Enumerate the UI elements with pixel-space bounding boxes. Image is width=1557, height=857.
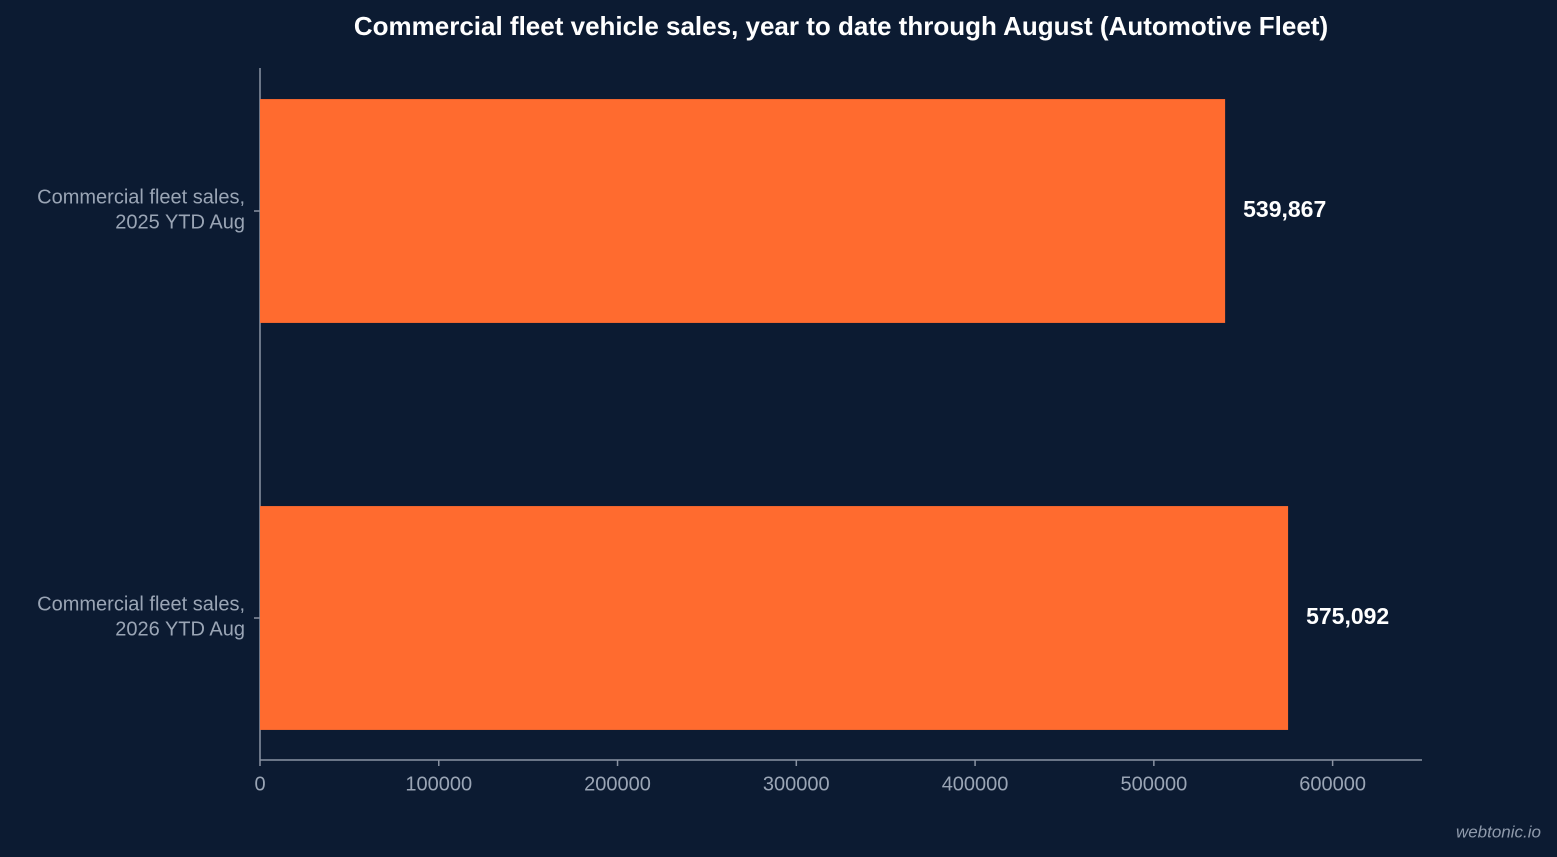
x-tick-label: 500000 (1120, 773, 1187, 795)
y-tick-label: Commercial fleet sales, 2025 YTD Aug (37, 187, 245, 234)
watermark: webtonic.io (1456, 822, 1541, 841)
bar (260, 99, 1226, 323)
bar (260, 506, 1289, 730)
x-tick-label: 400000 (942, 773, 1009, 795)
x-tick-label: 0 (254, 773, 265, 795)
chart-title: Commercial fleet vehicle sales, year to … (354, 11, 1328, 41)
x-tick-label: 300000 (763, 773, 830, 795)
x-tick-label: 600000 (1299, 773, 1366, 795)
x-tick-label: 200000 (584, 773, 651, 795)
value-label: 575,092 (1306, 603, 1389, 629)
value-label: 539,867 (1243, 196, 1326, 222)
x-tick-label: 100000 (405, 773, 472, 795)
y-tick-label: Commercial fleet sales, 2026 YTD Aug (37, 594, 245, 641)
